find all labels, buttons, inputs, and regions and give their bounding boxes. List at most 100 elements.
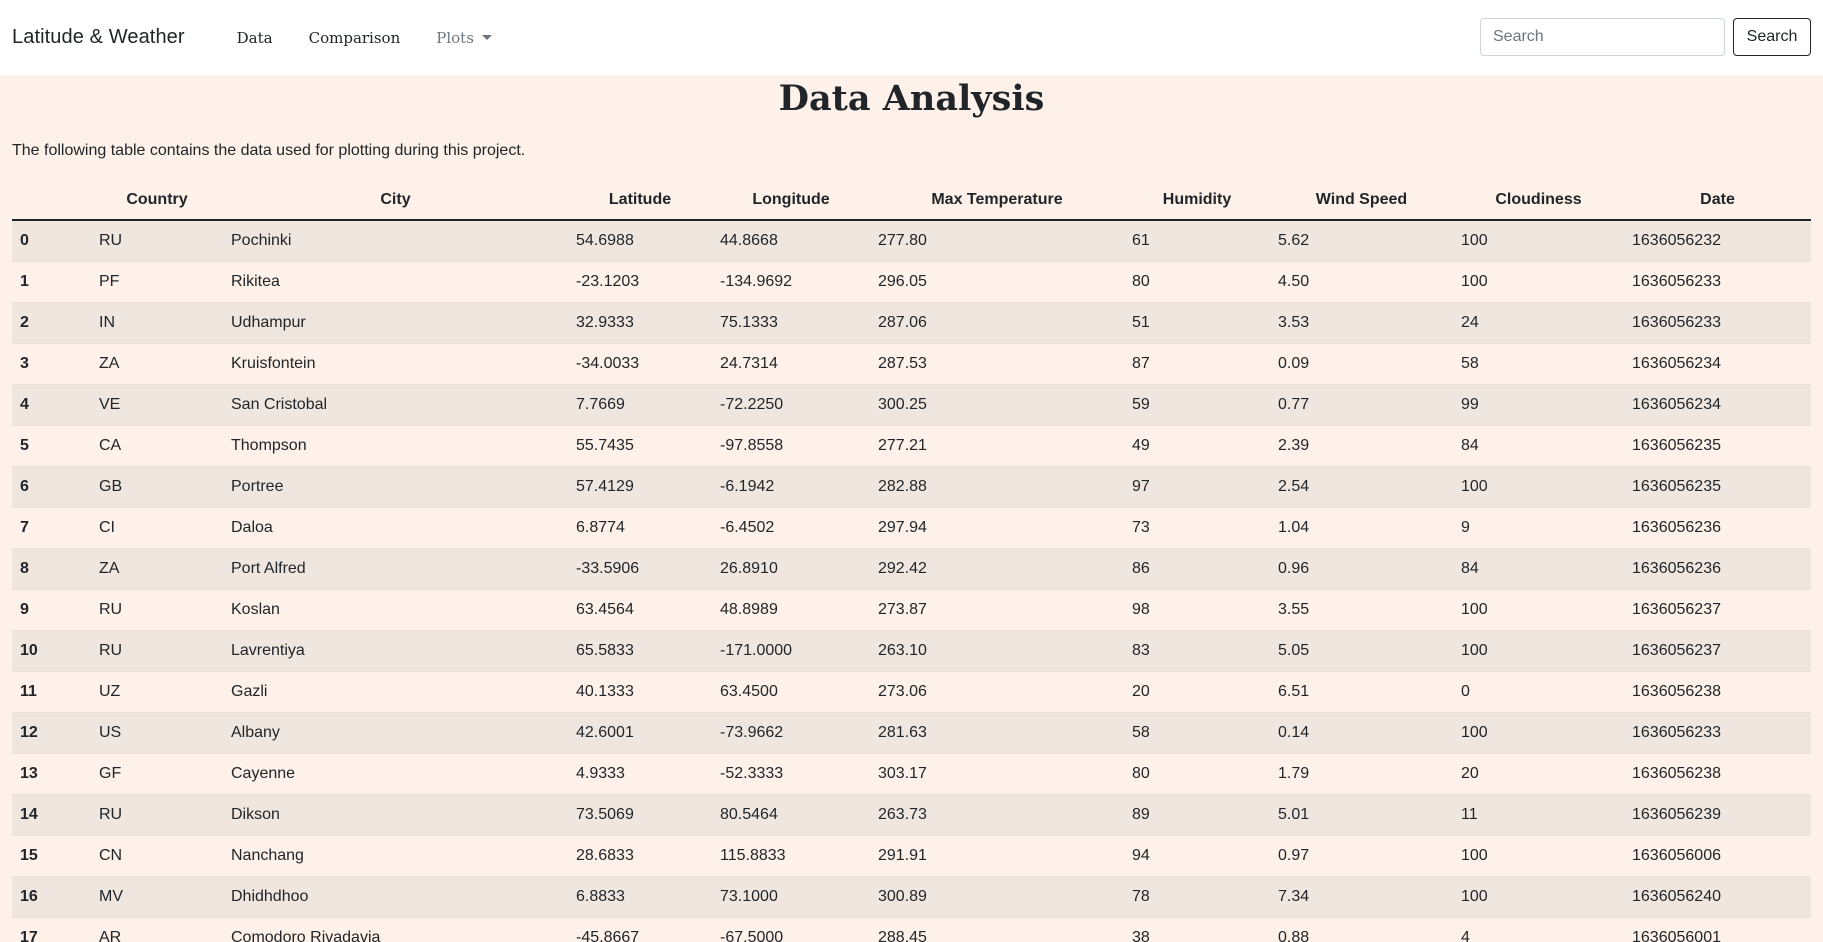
table-cell: 115.8833: [712, 834, 870, 876]
row-index-cell: 17: [12, 916, 91, 942]
table-cell: 263.73: [870, 793, 1124, 835]
table-cell: GB: [91, 465, 223, 507]
search-input[interactable]: [1480, 18, 1725, 56]
search-form: Search: [1480, 18, 1811, 56]
table-cell: 20: [1453, 752, 1624, 794]
table-cell: 11: [1453, 793, 1624, 835]
table-cell: ZA: [91, 547, 223, 589]
table-cell: 1636056006: [1624, 834, 1811, 876]
table-cell: Cayenne: [223, 752, 568, 794]
table-body: 0 RU Pochinki 54.6988 44.8668 277.80 61 5.62 100…: [12, 219, 1811, 942]
table-cell: 1636056232: [1624, 219, 1811, 261]
table-cell: 1636056235: [1624, 424, 1811, 466]
table-row: 10 RU Lavrentiya 65.5833 -171.0000 263.10 83 5.…: [12, 629, 1811, 671]
table-cell: Dikson: [223, 793, 568, 835]
table-cell: Daloa: [223, 506, 568, 548]
table-cell: 94: [1124, 834, 1270, 876]
row-index-cell: 8: [12, 547, 91, 589]
table-cell: 296.05: [870, 260, 1124, 302]
table-cell: 0: [1453, 670, 1624, 712]
table-cell: 1636056240: [1624, 875, 1811, 917]
table-cell: 84: [1453, 547, 1624, 589]
table-row: 13 GF Cayenne 4.9333 -52.3333 303.17 80 1.79 20 1…: [12, 752, 1811, 794]
table-cell: 65.5833: [568, 629, 712, 671]
table-cell: 292.42: [870, 547, 1124, 589]
table-cell: 303.17: [870, 752, 1124, 794]
row-index-cell: 7: [12, 506, 91, 548]
table-row: 14 RU Dikson 73.5069 80.5464 263.73 89 5.01 11 16…: [12, 793, 1811, 835]
table-row: 5 CA Thompson 55.7435 -97.8558 277.21 49 2.39 84…: [12, 424, 1811, 466]
table-cell: Gazli: [223, 670, 568, 712]
weather-data-table: Country City Latitude Longitude Max Temperat…: [12, 180, 1811, 942]
table-cell: 100: [1453, 588, 1624, 630]
table-cell: Pochinki: [223, 219, 568, 261]
table-cell: 100: [1453, 875, 1624, 917]
table-cell: 291.91: [870, 834, 1124, 876]
table-cell: 57.4129: [568, 465, 712, 507]
table-cell: 288.45: [870, 916, 1124, 942]
nav-link-data[interactable]: Data: [236, 28, 273, 47]
table-cell: 40.1333: [568, 670, 712, 712]
table-cell: 58: [1124, 711, 1270, 753]
table-cell: -45.8667: [568, 916, 712, 942]
row-index-cell: 1: [12, 260, 91, 302]
table-cell: 54.6988: [568, 219, 712, 261]
table-cell: 6.8833: [568, 875, 712, 917]
table-cell: Udhampur: [223, 301, 568, 343]
table-row: 6 GB Portree 57.4129 -6.1942 282.88 97 2.54 100 1…: [12, 465, 1811, 507]
caret-down-icon: [481, 35, 492, 40]
table-cell: 80.5464: [712, 793, 870, 835]
table-cell: Dhidhdhoo: [223, 875, 568, 917]
table-cell: 73.5069: [568, 793, 712, 835]
table-cell: -134.9692: [712, 260, 870, 302]
table-cell: 287.53: [870, 342, 1124, 384]
table-cell: MV: [91, 875, 223, 917]
table-cell: 263.10: [870, 629, 1124, 671]
brand-link[interactable]: Latitude & Weather: [12, 26, 185, 48]
column-header: Latitude: [568, 180, 712, 221]
column-header: City: [223, 180, 568, 221]
table-cell: 100: [1453, 465, 1624, 507]
table-cell: 9: [1453, 506, 1624, 548]
table-cell: PF: [91, 260, 223, 302]
table-cell: 63.4564: [568, 588, 712, 630]
table-cell: UZ: [91, 670, 223, 712]
table-cell: 5.62: [1270, 219, 1453, 261]
top-navbar: Latitude & Weather Data Comparison Plots…: [0, 0, 1823, 75]
table-cell: -6.1942: [712, 465, 870, 507]
nav-dropdown-plots[interactable]: Plots: [436, 29, 492, 47]
table-cell: 1636056237: [1624, 629, 1811, 671]
table-cell: Lavrentiya: [223, 629, 568, 671]
table-cell: 48.8989: [712, 588, 870, 630]
table-cell: RU: [91, 588, 223, 630]
table-cell: RU: [91, 793, 223, 835]
table-cell: GF: [91, 752, 223, 794]
row-index-cell: 15: [12, 834, 91, 876]
column-header: Max Temperature: [870, 180, 1124, 221]
column-header: [12, 180, 91, 221]
table-cell: 277.21: [870, 424, 1124, 466]
table-cell: 1636056236: [1624, 547, 1811, 589]
table-cell: -171.0000: [712, 629, 870, 671]
table-cell: 5.05: [1270, 629, 1453, 671]
row-index-cell: 3: [12, 342, 91, 384]
row-index-cell: 13: [12, 752, 91, 794]
nav-dropdown-label: Plots: [436, 28, 474, 47]
table-cell: Comodoro Rivadavia: [223, 916, 568, 942]
table-cell: -97.8558: [712, 424, 870, 466]
table-cell: 1.79: [1270, 752, 1453, 794]
table-cell: 7.34: [1270, 875, 1453, 917]
search-button[interactable]: Search: [1733, 18, 1811, 56]
table-cell: 2.39: [1270, 424, 1453, 466]
table-row: 16 MV Dhidhdhoo 6.8833 73.1000 300.89 78 7.34 10…: [12, 875, 1811, 917]
table-cell: 4.9333: [568, 752, 712, 794]
nav-link-comparison[interactable]: Comparison: [308, 28, 401, 47]
table-cell: 83: [1124, 629, 1270, 671]
table-cell: 281.63: [870, 711, 1124, 753]
page-title: Data Analysis: [778, 78, 1045, 119]
row-index-cell: 2: [12, 301, 91, 343]
table-cell: -23.1203: [568, 260, 712, 302]
table-cell: 2.54: [1270, 465, 1453, 507]
table-row: 8 ZA Port Alfred -33.5906 26.8910 292.42 86 0.9…: [12, 547, 1811, 589]
table-row: 1 PF Rikitea -23.1203 -134.9692 296.05 80 4.50 1…: [12, 260, 1811, 302]
